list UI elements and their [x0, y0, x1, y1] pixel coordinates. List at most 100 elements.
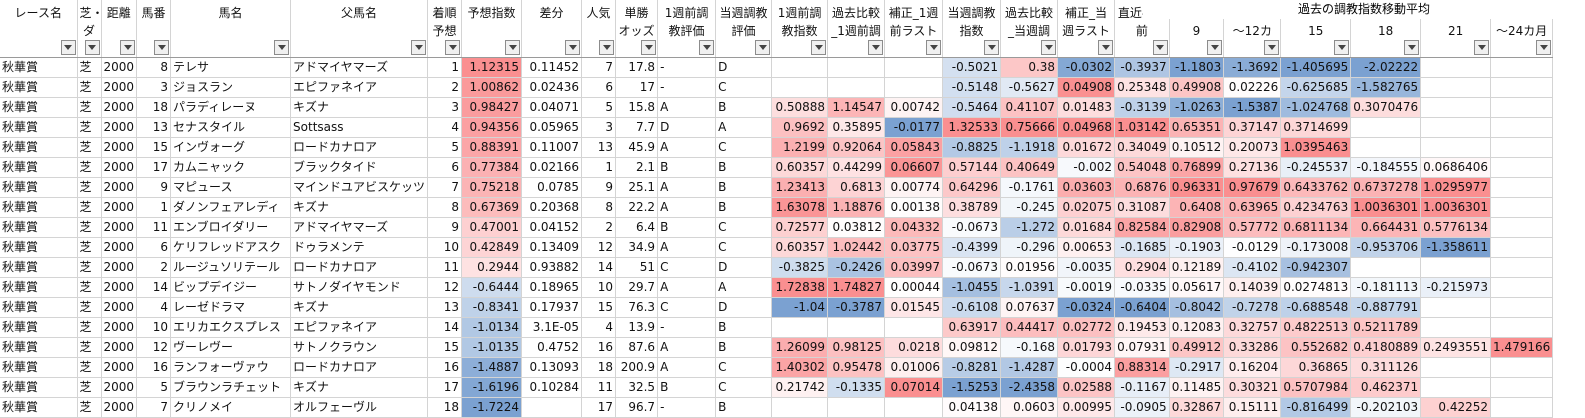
- table-cell[interactable]: 0.37147: [1223, 117, 1282, 138]
- table-cell[interactable]: [1490, 397, 1554, 418]
- table-cell[interactable]: -1.405695: [1280, 57, 1352, 78]
- table-cell[interactable]: 34.9: [615, 237, 659, 258]
- table-cell[interactable]: 10: [427, 237, 463, 258]
- table-cell[interactable]: A: [715, 117, 773, 138]
- table-cell[interactable]: 0.6813: [827, 177, 886, 198]
- table-cell[interactable]: -1.0391: [1000, 277, 1059, 298]
- table-cell[interactable]: 0.49908: [1169, 77, 1225, 98]
- table-cell[interactable]: 16: [427, 357, 463, 378]
- table-cell[interactable]: 秋華賞: [0, 77, 78, 98]
- table-cell[interactable]: 0.03997: [884, 257, 944, 278]
- table-cell[interactable]: [884, 57, 944, 78]
- table-cell[interactable]: 0.98125: [827, 337, 886, 358]
- table-cell[interactable]: 0.44299: [827, 157, 886, 178]
- table-cell[interactable]: 0.75666: [1000, 117, 1059, 138]
- table-cell[interactable]: -1.1918: [1000, 137, 1059, 158]
- table-cell[interactable]: 1.03142: [1114, 117, 1170, 138]
- table-cell[interactable]: 0.00742: [884, 97, 944, 118]
- table-cell[interactable]: 15: [581, 297, 617, 318]
- table-cell[interactable]: 芝: [77, 237, 102, 258]
- table-cell[interactable]: -0.625685: [1280, 77, 1352, 98]
- table-cell[interactable]: 0.38: [1000, 57, 1059, 78]
- table-cell[interactable]: 17.8: [615, 57, 659, 78]
- table-cell[interactable]: 0.60357: [771, 157, 829, 178]
- table-cell[interactable]: 0.82584: [1114, 217, 1170, 238]
- table-cell[interactable]: カムニャック: [170, 157, 292, 178]
- table-cell[interactable]: 1.0036301: [1350, 197, 1422, 218]
- filter-dropdown-icon[interactable]: [1207, 40, 1223, 55]
- filter-dropdown-icon[interactable]: [984, 40, 1000, 55]
- table-cell[interactable]: 2000: [101, 117, 138, 138]
- table-cell[interactable]: 0.63965: [1223, 197, 1282, 218]
- table-cell[interactable]: 芝: [77, 297, 102, 318]
- table-cell[interactable]: 1.18876: [827, 197, 886, 218]
- table-cell[interactable]: -1.0263: [1169, 97, 1225, 118]
- table-cell[interactable]: 32.5: [615, 377, 659, 398]
- table-cell[interactable]: 0.04968: [1057, 117, 1116, 138]
- table-cell[interactable]: -0.887791: [1350, 297, 1422, 318]
- table-cell[interactable]: 2000: [101, 77, 138, 98]
- table-cell[interactable]: [1420, 97, 1492, 118]
- table-cell[interactable]: -1.5387: [1223, 97, 1282, 118]
- column-header[interactable]: 馬名: [170, 0, 292, 58]
- table-cell[interactable]: -0.181113: [1350, 277, 1422, 298]
- table-cell[interactable]: -0.5148: [942, 77, 1002, 98]
- table-cell[interactable]: 0.664431: [1350, 217, 1422, 238]
- column-header[interactable]: 1週前調 教指数: [771, 0, 829, 58]
- table-cell[interactable]: [827, 397, 886, 418]
- table-cell[interactable]: 18: [427, 397, 463, 418]
- table-cell[interactable]: 0.38789: [942, 197, 1002, 218]
- filter-dropdown-icon[interactable]: [926, 40, 942, 55]
- table-cell[interactable]: 0.57772: [1223, 217, 1282, 238]
- table-cell[interactable]: ビップデイジー: [170, 277, 292, 298]
- table-cell[interactable]: [521, 397, 583, 418]
- table-cell[interactable]: 1.23413: [771, 177, 829, 198]
- table-cell[interactable]: 秋華賞: [0, 97, 78, 118]
- table-cell[interactable]: 0.98427: [461, 97, 523, 118]
- table-cell[interactable]: 秋華賞: [0, 377, 78, 398]
- table-cell[interactable]: 15: [136, 137, 172, 158]
- table-cell[interactable]: [1420, 297, 1492, 318]
- table-cell[interactable]: オルフェーヴル: [290, 397, 429, 418]
- table-cell[interactable]: 51: [615, 257, 659, 278]
- table-cell[interactable]: ロードカナロア: [290, 137, 429, 158]
- table-cell[interactable]: 0.00774: [884, 177, 944, 198]
- table-cell[interactable]: [771, 397, 829, 418]
- table-cell[interactable]: ブラックタイド: [290, 157, 429, 178]
- table-cell[interactable]: 45.9: [615, 137, 659, 158]
- table-cell[interactable]: 0.27136: [1223, 157, 1282, 178]
- table-cell[interactable]: 芝: [77, 357, 102, 378]
- table-cell[interactable]: 22.2: [615, 197, 659, 218]
- table-cell[interactable]: 0.50888: [771, 97, 829, 118]
- table-cell[interactable]: -0.0673: [942, 217, 1002, 238]
- table-cell[interactable]: -0.1685: [1114, 237, 1170, 258]
- table-cell[interactable]: B: [715, 337, 773, 358]
- table-cell[interactable]: [1490, 217, 1554, 238]
- filter-dropdown-icon[interactable]: [154, 40, 170, 55]
- table-cell[interactable]: -0.5021: [942, 57, 1002, 78]
- table-cell[interactable]: 1.2199: [771, 137, 829, 158]
- table-cell[interactable]: 0.12189: [1169, 257, 1225, 278]
- table-cell[interactable]: 2000: [101, 397, 138, 418]
- table-cell[interactable]: -0.1167: [1114, 377, 1170, 398]
- table-cell[interactable]: 1.63078: [771, 197, 829, 218]
- table-cell[interactable]: 0.6811134: [1280, 217, 1352, 238]
- table-cell[interactable]: 0.2493551: [1420, 337, 1492, 358]
- table-cell[interactable]: 0.15111: [1223, 397, 1282, 418]
- table-cell[interactable]: 2000: [101, 137, 138, 158]
- table-cell[interactable]: 0.2944: [461, 257, 523, 278]
- table-cell[interactable]: -: [657, 77, 717, 98]
- table-cell[interactable]: D: [715, 57, 773, 78]
- table-cell[interactable]: [1490, 377, 1554, 398]
- table-cell[interactable]: 17: [581, 397, 617, 418]
- table-cell[interactable]: -0.0905: [1114, 397, 1170, 418]
- column-header[interactable]: 1週前調 教評価: [657, 0, 717, 58]
- table-cell[interactable]: 芝: [77, 57, 102, 78]
- table-cell[interactable]: 0.03812: [827, 217, 886, 238]
- table-cell[interactable]: 0.6876: [1114, 177, 1170, 198]
- table-cell[interactable]: 5: [581, 97, 617, 118]
- table-cell[interactable]: A: [657, 97, 717, 118]
- table-cell[interactable]: 0.04152: [521, 217, 583, 238]
- table-cell[interactable]: 9: [581, 177, 617, 198]
- table-cell[interactable]: 0.72577: [771, 217, 829, 238]
